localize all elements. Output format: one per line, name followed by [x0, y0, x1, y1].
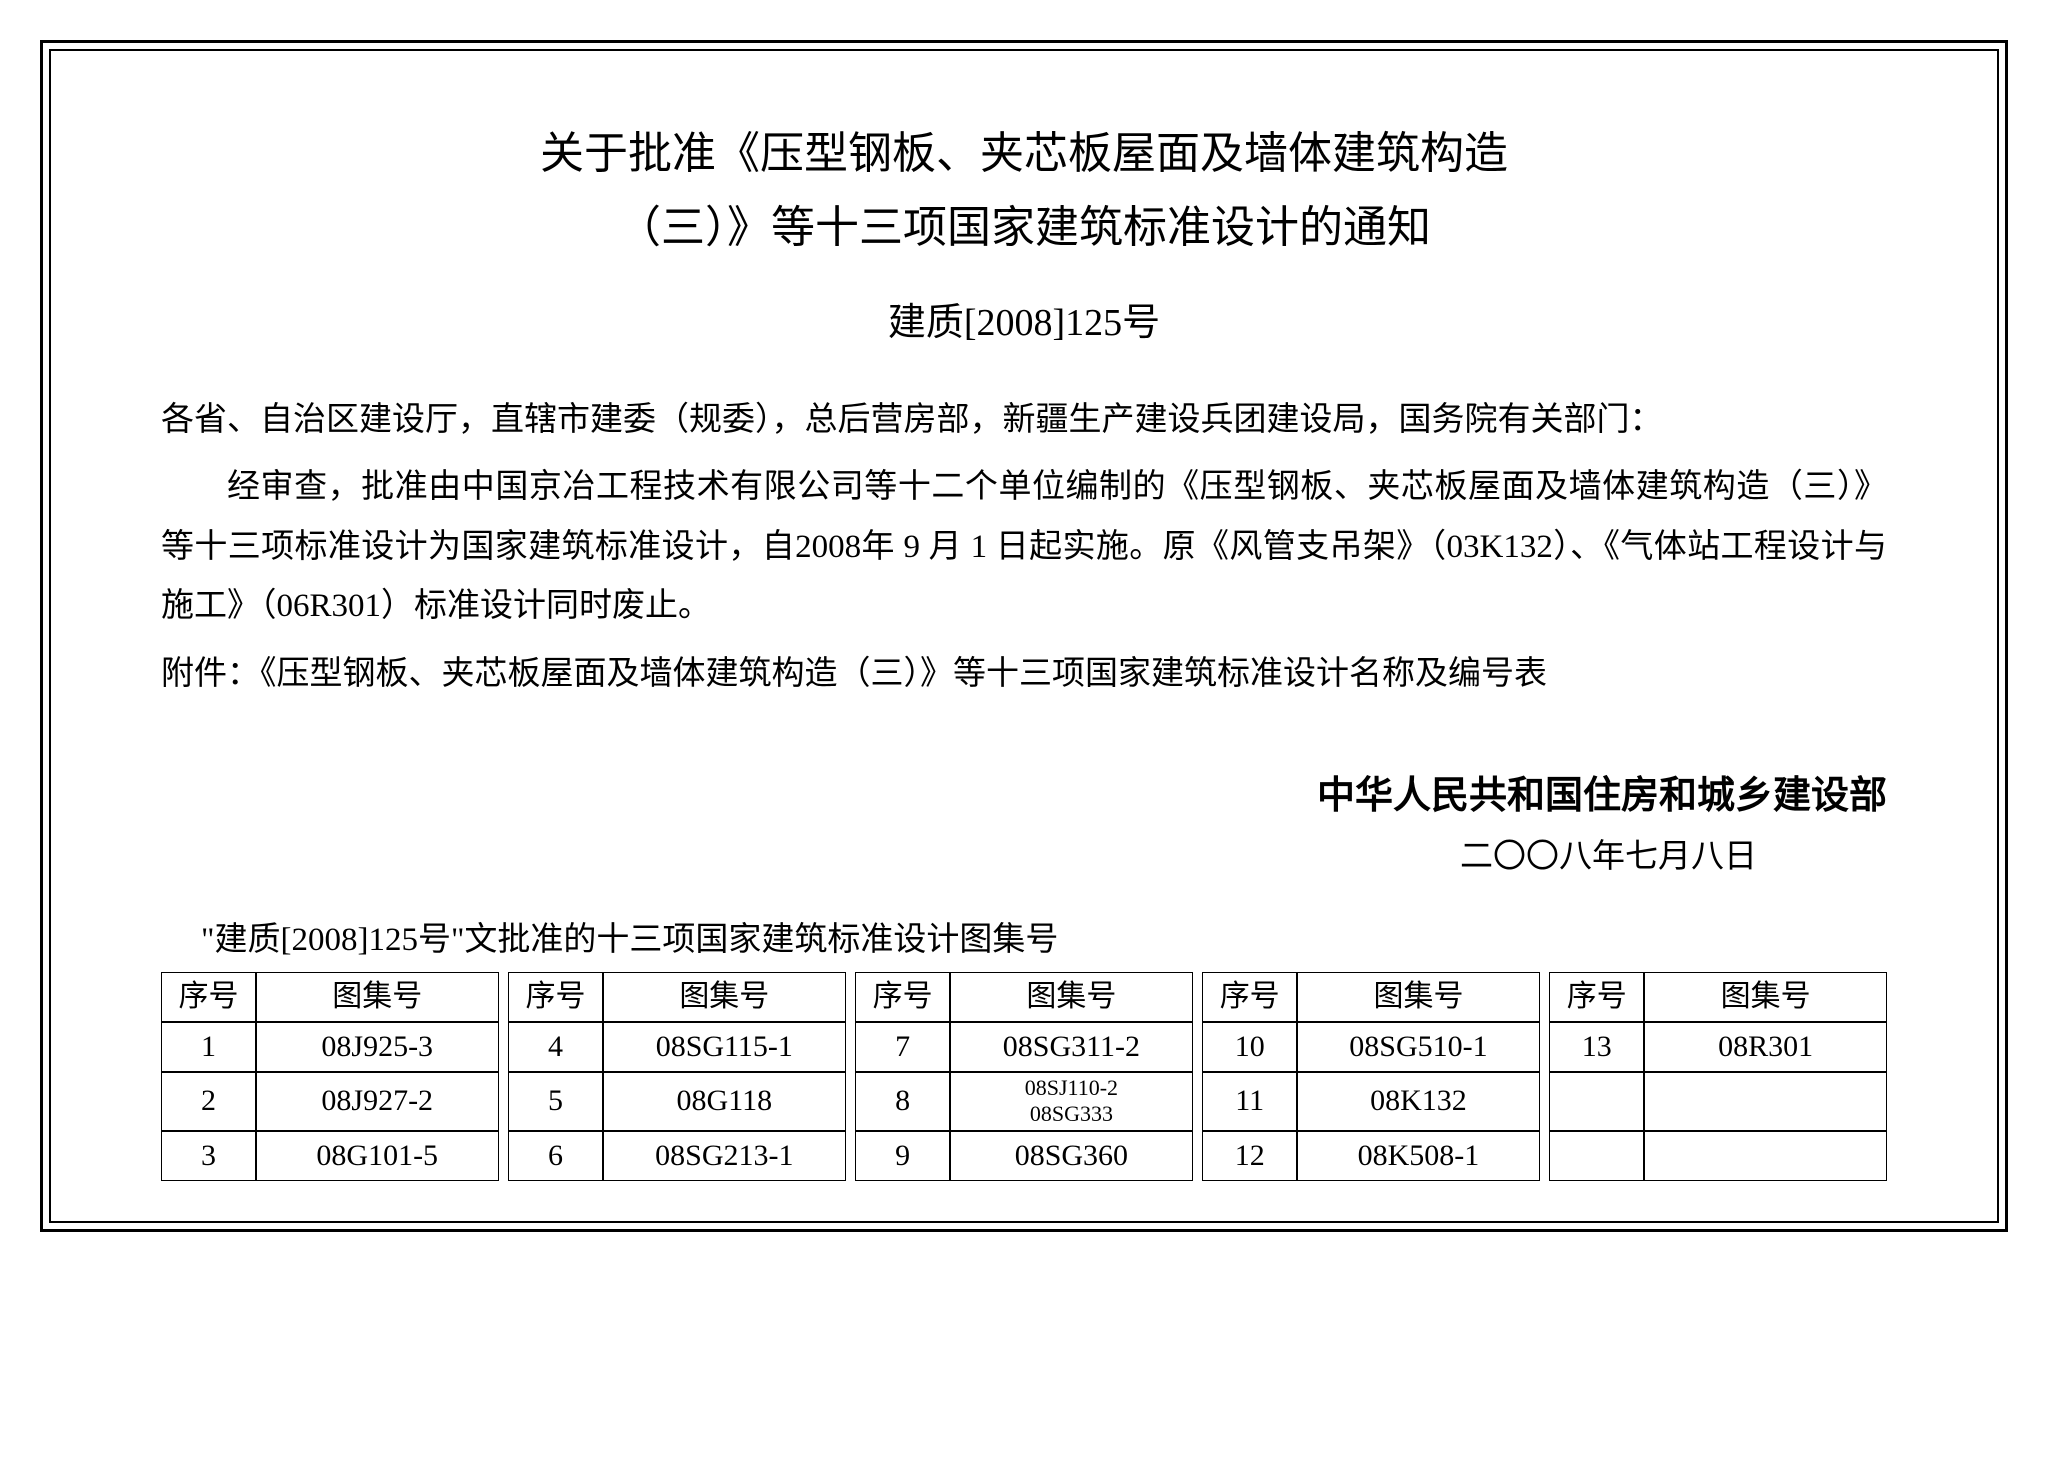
spacer [846, 1131, 856, 1181]
th-seq: 序号 [855, 972, 950, 1022]
paragraph-attachment: 附件：《压型钢板、夹芯板屋面及墙体建筑构造（三）》等十三项国家建筑标准设计名称及… [161, 645, 1887, 704]
th-seq: 序号 [161, 972, 256, 1022]
spacer [846, 1072, 856, 1131]
spacer [499, 1131, 509, 1181]
cell-code: 08SG115-1 [603, 1022, 846, 1072]
cell-code: 08G118 [603, 1072, 846, 1131]
paragraph-addressee: 各省、自治区建设厅，直辖市建委（规委），总后营房部，新疆生产建设兵团建设局，国务… [161, 391, 1887, 450]
cell-seq [1549, 1131, 1644, 1181]
cell-code: 08K508-1 [1297, 1131, 1540, 1181]
spacer [846, 972, 856, 1022]
document-number: 建质[2008]125号 [161, 291, 1887, 346]
cell-code [1644, 1072, 1887, 1131]
spacer [1540, 1072, 1550, 1131]
cell-seq: 13 [1549, 1022, 1644, 1072]
th-code: 图集号 [950, 972, 1193, 1022]
spacer [499, 1072, 509, 1131]
cell-code: 08SG213-1 [603, 1131, 846, 1181]
cell-code: 08SG311-2 [950, 1022, 1193, 1072]
spacer [1540, 972, 1550, 1022]
cell-code [1644, 1131, 1887, 1181]
table-caption: "建质[2008]125号"文批准的十三项国家建筑标准设计图集号 [201, 912, 1887, 960]
cell-code: 08K132 [1297, 1072, 1540, 1131]
th-code: 图集号 [603, 972, 846, 1022]
cell-code: 08R301 [1644, 1022, 1887, 1072]
cell-code: 08SG510-1 [1297, 1022, 1540, 1072]
spacer [1193, 1022, 1203, 1072]
spacer [499, 972, 509, 1022]
paragraph-main: 经审查，批准由中国京冶工程技术有限公司等十二个单位编制的《压型钢板、夹芯板屋面及… [161, 458, 1887, 636]
th-seq: 序号 [508, 972, 603, 1022]
catalog-table: 序号 图集号 序号 图集号 序号 图集号 序号 图集号 序号 图集号 1 08J… [161, 972, 1887, 1181]
cell-seq: 1 [161, 1022, 256, 1072]
table-header-row: 序号 图集号 序号 图集号 序号 图集号 序号 图集号 序号 图集号 [161, 972, 1887, 1022]
document-outer-frame: 关于批准《压型钢板、夹芯板屋面及墙体建筑构造 （三）》等十三项国家建筑标准设计的… [40, 40, 2008, 1232]
cell-seq: 12 [1202, 1131, 1297, 1181]
th-seq: 序号 [1549, 972, 1644, 1022]
cell-seq: 9 [855, 1131, 950, 1181]
cell-seq: 2 [161, 1072, 256, 1131]
cell-seq: 11 [1202, 1072, 1297, 1131]
document-title-line2: （三）》等十三项国家建筑标准设计的通知 [161, 195, 1887, 261]
cell-seq: 8 [855, 1072, 950, 1131]
cell-code: 08G101-5 [256, 1131, 499, 1181]
document-title-line1: 关于批准《压型钢板、夹芯板屋面及墙体建筑构造 [161, 121, 1887, 187]
table-row: 1 08J925-3 4 08SG115-1 7 08SG311-2 10 08… [161, 1022, 1887, 1072]
table-row: 2 08J927-2 5 08G118 8 08SJ110-208SG333 1… [161, 1072, 1887, 1131]
th-code: 图集号 [1644, 972, 1887, 1022]
cell-seq: 5 [508, 1072, 603, 1131]
th-code: 图集号 [1297, 972, 1540, 1022]
spacer [1540, 1022, 1550, 1072]
th-code: 图集号 [256, 972, 499, 1022]
cell-code: 08SG360 [950, 1131, 1193, 1181]
spacer [1193, 1072, 1203, 1131]
cell-seq: 3 [161, 1131, 256, 1181]
document-inner-frame: 关于批准《压型钢板、夹芯板屋面及墙体建筑构造 （三）》等十三项国家建筑标准设计的… [49, 49, 1999, 1223]
spacer [1193, 1131, 1203, 1181]
table-row: 3 08G101-5 6 08SG213-1 9 08SG360 12 08K5… [161, 1131, 1887, 1181]
issue-date: 二〇〇八年七月八日 [161, 829, 1887, 877]
th-seq: 序号 [1202, 972, 1297, 1022]
cell-code: 08J925-3 [256, 1022, 499, 1072]
spacer [1540, 1131, 1550, 1181]
spacer [1193, 972, 1203, 1022]
spacer [846, 1022, 856, 1072]
cell-code: 08J927-2 [256, 1072, 499, 1131]
cell-seq: 4 [508, 1022, 603, 1072]
cell-seq [1549, 1072, 1644, 1131]
cell-seq: 10 [1202, 1022, 1297, 1072]
cell-seq: 6 [508, 1131, 603, 1181]
cell-code-multiline: 08SJ110-208SG333 [950, 1072, 1193, 1131]
issuer-name: 中华人民共和国住房和城乡建设部 [161, 764, 1887, 819]
cell-seq: 7 [855, 1022, 950, 1072]
spacer [499, 1022, 509, 1072]
